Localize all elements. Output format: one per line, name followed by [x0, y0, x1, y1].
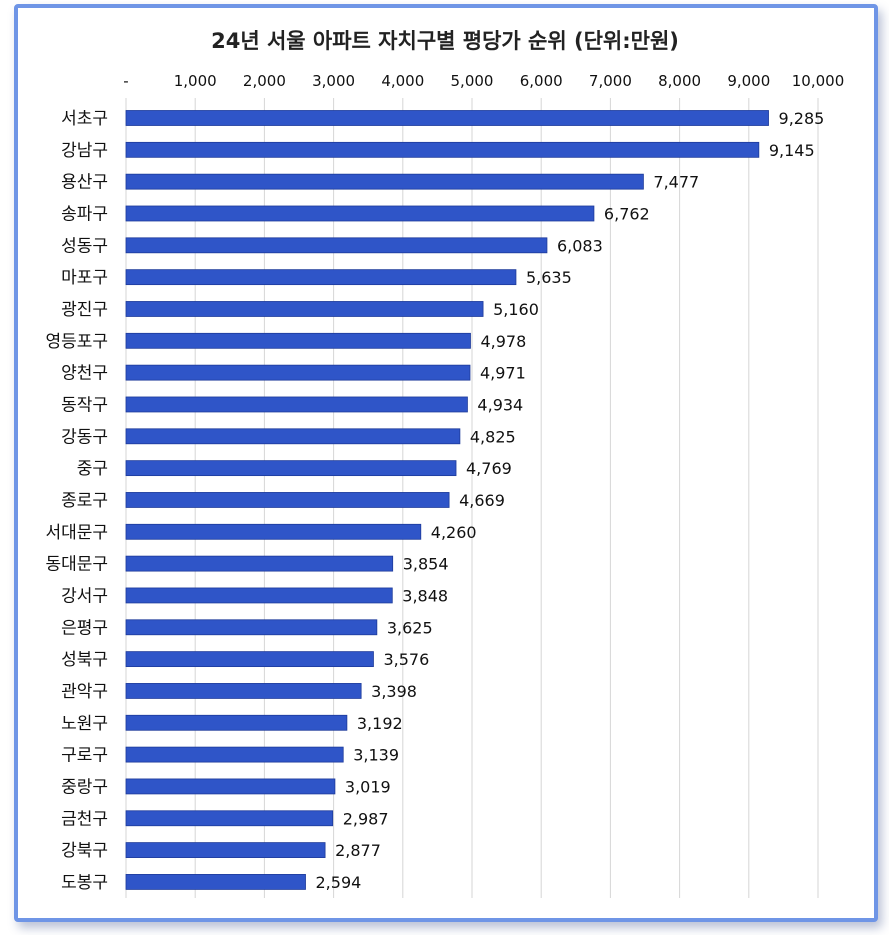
x-tick-label: 6,000 — [520, 72, 563, 90]
data-label: 6,762 — [604, 204, 650, 223]
x-tick-label: 4,000 — [381, 72, 424, 90]
data-label: 4,971 — [480, 364, 526, 383]
bar — [125, 874, 306, 890]
bar — [125, 364, 471, 381]
category-label: 금천구 — [61, 809, 108, 829]
chart-title: 24년 서울 아파트 자치구별 평당가 순위 (단위:만원) — [211, 29, 679, 53]
category-label: 동작구 — [61, 395, 108, 415]
x-tick-label: 7,000 — [589, 72, 632, 90]
data-label: 9,285 — [779, 109, 825, 128]
bar — [125, 810, 334, 827]
x-tick-label: 1,000 — [174, 72, 217, 90]
data-label: 3,625 — [387, 618, 433, 637]
x-tick-label: - — [123, 72, 128, 90]
data-label: 2,987 — [343, 809, 389, 828]
bar — [125, 460, 457, 477]
category-label: 구로구 — [61, 746, 108, 766]
data-label: 3,019 — [345, 777, 391, 796]
data-label: 4,769 — [466, 459, 512, 478]
category-label: 중구 — [77, 459, 108, 479]
x-tick-label: 5,000 — [451, 72, 494, 90]
category-label: 서초구 — [61, 109, 108, 129]
data-label: 5,160 — [493, 300, 539, 319]
x-tick-label: 3,000 — [312, 72, 355, 90]
category-label: 양천구 — [61, 364, 108, 384]
bar — [125, 523, 422, 540]
category-label: 광진구 — [61, 300, 108, 320]
x-tick-label: 8,000 — [658, 72, 701, 90]
x-tick-label: 2,000 — [243, 72, 286, 90]
category-label: 종로구 — [61, 491, 108, 511]
bar — [125, 428, 461, 445]
x-tick-label: 10,000 — [792, 72, 845, 90]
bar — [125, 619, 378, 636]
data-label: 2,594 — [316, 873, 362, 892]
data-label: 6,083 — [557, 236, 603, 255]
data-label: 7,477 — [653, 173, 699, 192]
category-label: 성북구 — [61, 650, 108, 670]
data-label: 3,854 — [403, 555, 449, 574]
bar — [125, 746, 344, 763]
category-label: 중랑구 — [61, 777, 108, 797]
data-label: 3,848 — [402, 586, 448, 605]
bar — [125, 332, 471, 349]
x-tick-label: 9,000 — [727, 72, 770, 90]
bar — [125, 301, 484, 317]
category-label: 강북구 — [61, 841, 108, 861]
bar — [125, 555, 394, 572]
x-axis-ticks: - 1,000 2,000 3,000 4,000 5,000 6,000 7,000 8,00… — [123, 72, 844, 90]
category-label: 관악구 — [61, 682, 108, 702]
category-labels: 서초구강남구용산구송파구성동구마포구광진구영등포구양천구동작구강동구중구종로구서… — [45, 109, 108, 893]
category-label: 영등포구 — [45, 332, 108, 352]
data-label: 4,825 — [470, 427, 516, 446]
bar — [125, 587, 393, 604]
category-label: 강서구 — [61, 586, 108, 606]
category-label: 은평구 — [61, 618, 108, 638]
category-label: 강남구 — [61, 141, 108, 161]
bar — [125, 269, 517, 286]
category-label: 성동구 — [61, 236, 108, 256]
bar — [125, 237, 548, 254]
category-label: 용산구 — [61, 173, 108, 193]
data-label: 2,877 — [335, 841, 381, 860]
data-label: 5,635 — [526, 268, 572, 287]
data-label: 9,145 — [769, 141, 815, 160]
data-label: 3,192 — [357, 714, 403, 733]
bar — [125, 492, 450, 508]
bar — [125, 141, 760, 158]
data-label: 4,978 — [480, 332, 526, 351]
bar — [125, 205, 595, 222]
data-label: 4,934 — [477, 395, 523, 414]
data-label: 3,398 — [371, 682, 417, 701]
category-label: 서대문구 — [45, 523, 108, 543]
category-label: 동대문구 — [45, 555, 108, 575]
bar — [125, 651, 374, 668]
bar — [125, 396, 468, 413]
bar — [125, 110, 769, 126]
category-label: 강동구 — [61, 427, 108, 447]
category-label: 송파구 — [61, 204, 108, 224]
bar — [125, 714, 348, 731]
bar — [125, 842, 326, 858]
category-label: 도봉구 — [61, 873, 108, 893]
gridlines — [125, 98, 819, 898]
bar — [125, 778, 336, 795]
bar — [125, 683, 362, 699]
data-label: 3,576 — [383, 650, 429, 669]
bar — [125, 173, 644, 190]
data-label: 4,260 — [431, 523, 477, 542]
data-label: 3,139 — [353, 746, 399, 765]
category-label: 노원구 — [61, 714, 108, 734]
data-label: 4,669 — [459, 491, 505, 510]
category-label: 마포구 — [61, 268, 108, 288]
bars — [125, 110, 769, 890]
